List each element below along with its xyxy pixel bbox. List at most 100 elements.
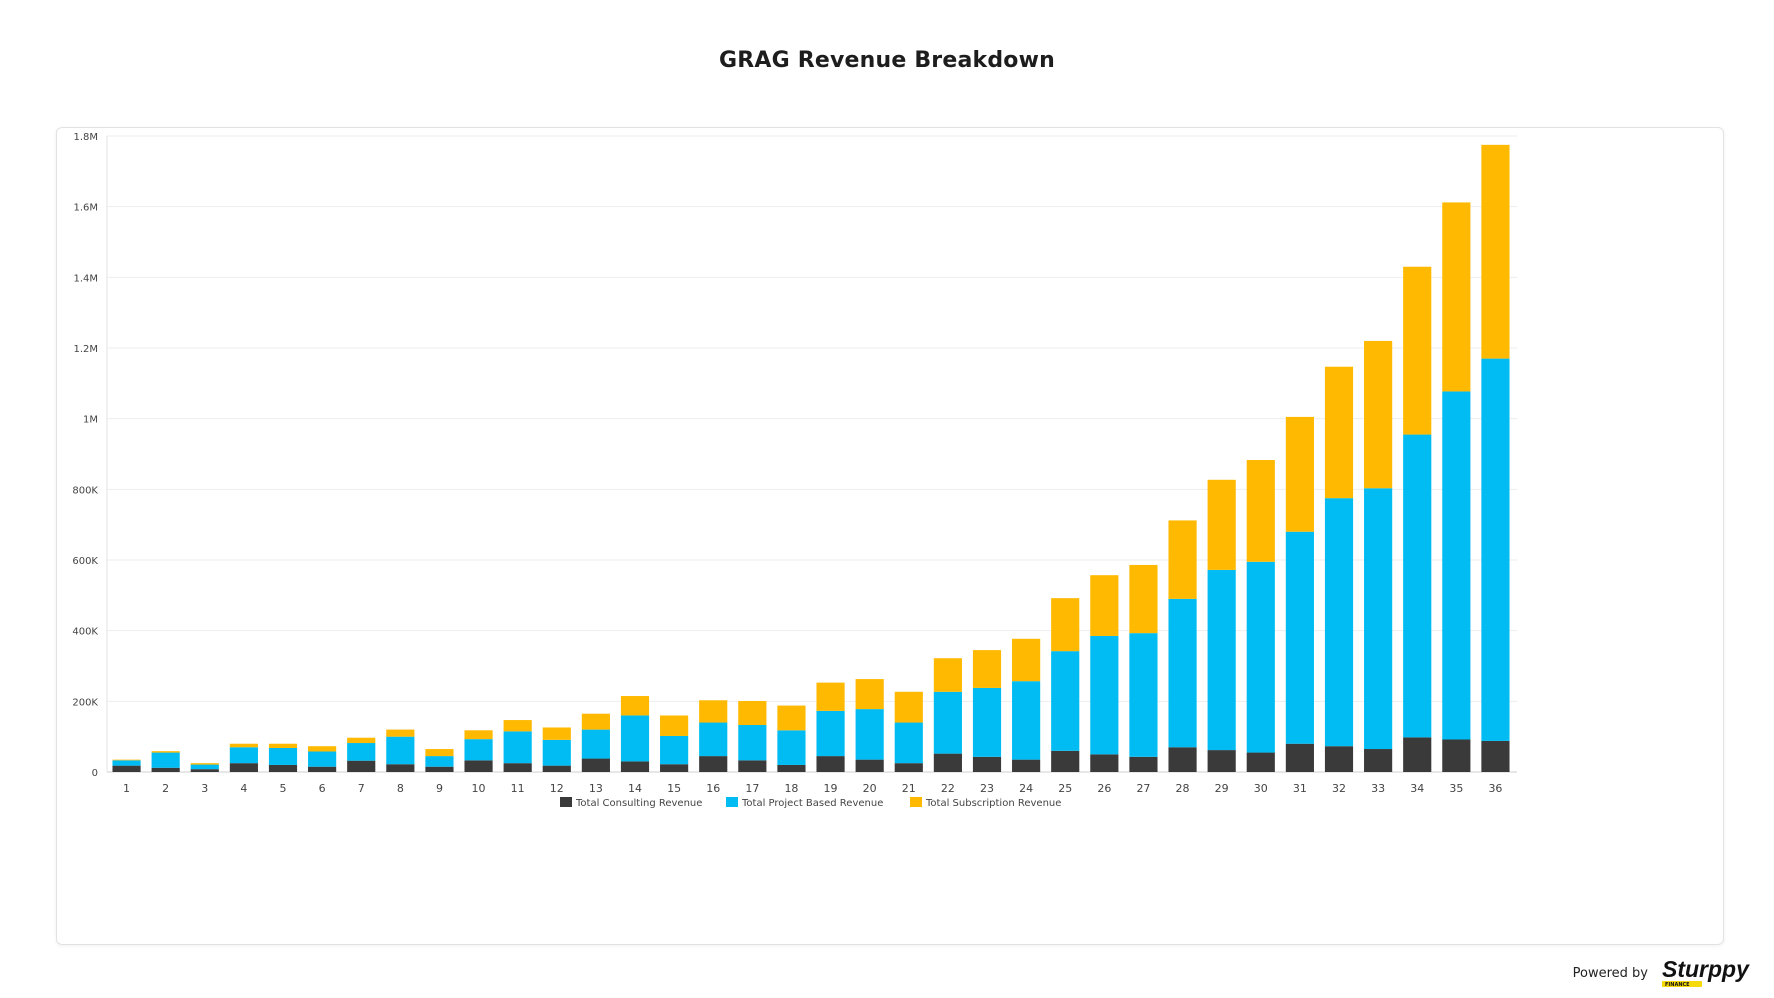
legend-item[interactable]: Total Subscription Revenue <box>910 797 1061 809</box>
bar-stack[interactable] <box>1285 416 1314 772</box>
bar-stack[interactable] <box>268 743 298 772</box>
bar-stack[interactable] <box>1324 366 1354 772</box>
bar-stack[interactable] <box>1012 638 1041 772</box>
bar-project-based[interactable] <box>1051 651 1080 751</box>
bar-project-based[interactable] <box>308 751 337 767</box>
bar-stack[interactable] <box>503 720 532 772</box>
bar-project-based[interactable] <box>894 722 923 764</box>
legend-item[interactable]: Total Consulting Revenue <box>560 797 702 809</box>
bar-subscription[interactable] <box>1090 575 1119 636</box>
bar-stack[interactable] <box>738 700 767 772</box>
bar-project-based[interactable] <box>1364 488 1393 750</box>
bar-consulting[interactable] <box>894 763 923 772</box>
bar-consulting[interactable] <box>1168 747 1197 772</box>
bar-stack[interactable] <box>620 696 650 772</box>
bar-project-based[interactable] <box>816 710 845 757</box>
bar-stack[interactable] <box>1364 340 1393 772</box>
bar-stack[interactable] <box>1481 144 1510 772</box>
bar-project-based[interactable] <box>699 722 728 757</box>
bar-consulting[interactable] <box>151 767 180 772</box>
bar-consulting[interactable] <box>425 766 454 772</box>
bar-project-based[interactable] <box>1285 531 1314 744</box>
bar-stack[interactable] <box>151 751 180 772</box>
bar-project-based[interactable] <box>660 735 689 765</box>
bar-subscription[interactable] <box>1481 144 1510 359</box>
bar-subscription[interactable] <box>112 759 141 761</box>
bar-stack[interactable] <box>1168 520 1197 772</box>
bar-subscription[interactable] <box>1129 564 1158 634</box>
bar-project-based[interactable] <box>777 730 806 765</box>
bar-subscription[interactable] <box>1051 598 1080 652</box>
bar-project-based[interactable] <box>229 747 258 764</box>
bar-project-based[interactable] <box>1090 635 1119 755</box>
bar-stack[interactable] <box>1129 564 1158 772</box>
bar-consulting[interactable] <box>229 763 258 772</box>
bar-consulting[interactable] <box>268 764 298 772</box>
bar-consulting[interactable] <box>855 759 884 772</box>
bar-project-based[interactable] <box>542 739 571 766</box>
bar-subscription[interactable] <box>660 715 689 736</box>
bar-stack[interactable] <box>894 691 923 772</box>
bar-project-based[interactable] <box>347 743 376 761</box>
bar-consulting[interactable] <box>972 756 1002 772</box>
bar-subscription[interactable] <box>1168 520 1197 599</box>
bar-consulting[interactable] <box>190 769 219 772</box>
bar-stack[interactable] <box>699 700 728 772</box>
bar-project-based[interactable] <box>190 764 219 770</box>
bar-stack[interactable] <box>1207 479 1236 772</box>
bar-stack[interactable] <box>972 650 1002 772</box>
legend-item[interactable]: Total Project Based Revenue <box>726 797 883 809</box>
bar-subscription[interactable] <box>347 737 376 744</box>
bar-project-based[interactable] <box>1442 391 1471 740</box>
bar-consulting[interactable] <box>112 765 141 772</box>
bar-stack[interactable] <box>347 737 376 772</box>
bar-project-based[interactable] <box>855 709 884 760</box>
bar-consulting[interactable] <box>1246 752 1275 772</box>
bar-project-based[interactable] <box>1129 633 1158 757</box>
bar-consulting[interactable] <box>386 764 415 772</box>
sturppy-logo[interactable]: Sturppy FINANCE <box>1660 956 1752 990</box>
bar-consulting[interactable] <box>1442 739 1471 772</box>
bar-stack[interactable] <box>933 658 962 772</box>
bar-subscription[interactable] <box>699 700 728 723</box>
bar-project-based[interactable] <box>1403 434 1432 738</box>
bar-stack[interactable] <box>855 679 884 772</box>
bar-subscription[interactable] <box>503 720 532 732</box>
bar-stack[interactable] <box>777 705 806 772</box>
bar-subscription[interactable] <box>816 682 845 711</box>
bar-subscription[interactable] <box>151 751 180 753</box>
bar-stack[interactable] <box>1090 575 1119 772</box>
bar-subscription[interactable] <box>1012 638 1041 682</box>
bar-subscription[interactable] <box>738 700 767 726</box>
bar-subscription[interactable] <box>190 763 219 765</box>
bar-subscription[interactable] <box>229 743 258 748</box>
bar-subscription[interactable] <box>777 705 806 731</box>
bar-stack[interactable] <box>660 715 689 772</box>
bar-consulting[interactable] <box>542 765 571 772</box>
bar-project-based[interactable] <box>386 736 415 765</box>
legend[interactable]: Total Consulting Revenue Total Project Ba… <box>560 797 1061 809</box>
bar-subscription[interactable] <box>1285 416 1314 532</box>
bar-project-based[interactable] <box>620 715 650 762</box>
bar-consulting[interactable] <box>1403 737 1432 772</box>
bar-subscription[interactable] <box>308 746 337 752</box>
bar-project-based[interactable] <box>425 756 454 767</box>
bar-stack[interactable] <box>190 763 219 772</box>
bar-consulting[interactable] <box>503 763 532 772</box>
bar-project-based[interactable] <box>933 691 962 754</box>
bar-subscription[interactable] <box>464 730 493 740</box>
bar-consulting[interactable] <box>1051 750 1080 772</box>
bar-consulting[interactable] <box>581 758 610 772</box>
bar-consulting[interactable] <box>699 756 728 772</box>
bar-stack[interactable] <box>542 727 571 772</box>
bar-subscription[interactable] <box>1364 340 1393 489</box>
bar-stack[interactable] <box>816 682 845 772</box>
bar-stack[interactable] <box>112 759 141 772</box>
bar-consulting[interactable] <box>816 756 845 772</box>
bar-subscription[interactable] <box>1442 202 1471 392</box>
bar-consulting[interactable] <box>1285 743 1314 772</box>
bar-project-based[interactable] <box>972 687 1002 757</box>
bar-project-based[interactable] <box>581 729 610 759</box>
bar-consulting[interactable] <box>933 753 962 772</box>
bar-subscription[interactable] <box>1246 460 1275 562</box>
